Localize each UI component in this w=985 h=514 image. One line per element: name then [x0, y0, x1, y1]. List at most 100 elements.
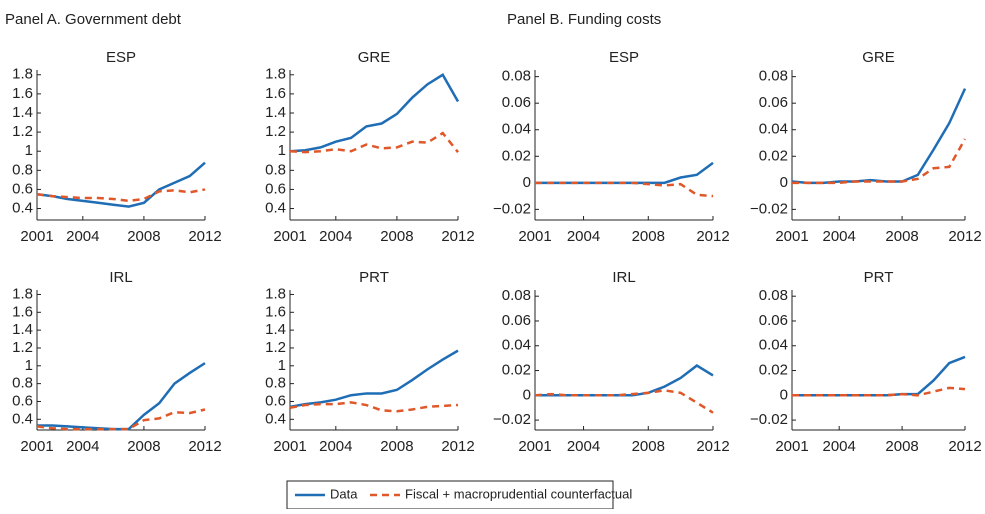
y-tick-label: 1 — [25, 357, 33, 374]
x-tick-label: 2008 — [632, 438, 665, 455]
y-tick-label: −0.02 — [750, 200, 788, 217]
series-line — [792, 138, 967, 185]
y-tick-label: 1.4 — [12, 104, 33, 121]
y-tick-label: 1.4 — [12, 321, 33, 338]
y-tick-label: 0 — [780, 174, 788, 191]
y-tick-label: 0.4 — [265, 200, 286, 217]
x-tick-label: 2012 — [441, 438, 474, 455]
y-tick-label: 1.2 — [12, 339, 33, 356]
y-tick-label: 0.02 — [759, 147, 788, 164]
chart-title: PRT — [864, 269, 894, 286]
x-tick-label: 2004 — [567, 228, 600, 245]
y-tick-label: 0.08 — [759, 287, 788, 304]
x-tick-label: 2012 — [696, 438, 729, 455]
x-tick-label: 2008 — [380, 228, 413, 245]
y-tick-label: 0.02 — [502, 361, 531, 378]
x-tick-label: 2008 — [885, 438, 918, 455]
x-tick-label: 2001 — [273, 228, 306, 245]
y-tick-label: 0.6 — [265, 392, 286, 409]
y-tick-label: 1.8 — [12, 285, 33, 302]
y-tick-label: 1.8 — [265, 285, 286, 302]
y-tick-label: 1.4 — [265, 321, 286, 338]
y-tick-label: 1.6 — [12, 303, 33, 320]
legend-label: Fiscal + macroprudential counterfactual — [405, 486, 632, 501]
series-line — [36, 408, 206, 431]
chart-title: GRE — [358, 49, 391, 66]
x-tick-label: 2012 — [188, 438, 221, 455]
y-tick-label: 1.6 — [265, 303, 286, 320]
y-tick-label: −0.02 — [750, 411, 788, 428]
y-tick-label: 1.2 — [265, 339, 286, 356]
x-tick-label: 2001 — [20, 228, 53, 245]
y-tick-label: 1.4 — [265, 104, 286, 121]
chart-title: ESP — [106, 49, 136, 66]
y-tick-label: 0.4 — [12, 200, 33, 217]
x-tick-label: 2012 — [948, 228, 981, 245]
x-tick-label: 2012 — [441, 228, 474, 245]
x-tick-label: 2004 — [319, 228, 352, 245]
series-line — [36, 188, 206, 203]
series-line — [535, 181, 714, 198]
y-tick-label: 1.8 — [265, 66, 286, 83]
y-tick-label: 0.08 — [759, 68, 788, 85]
y-tick-label: 0.06 — [759, 312, 788, 329]
x-tick-label: 2001 — [518, 228, 551, 245]
panel-title: Panel B. Funding costs — [507, 11, 661, 28]
y-tick-label: 0.6 — [265, 180, 286, 197]
series-line — [289, 73, 460, 153]
x-tick-label: 2001 — [273, 438, 306, 455]
x-tick-label: 2012 — [188, 228, 221, 245]
y-tick-label: 0.4 — [12, 410, 33, 427]
chart-title: GRE — [862, 49, 895, 66]
y-tick-label: 1.6 — [265, 85, 286, 102]
x-tick-label: 2008 — [885, 228, 918, 245]
y-tick-label: 0.8 — [265, 375, 286, 392]
y-tick-label: 1.8 — [12, 66, 33, 83]
x-tick-label: 2001 — [775, 228, 808, 245]
x-tick-label: 2001 — [20, 438, 53, 455]
series-line — [36, 161, 206, 208]
y-tick-label: 0.6 — [12, 392, 33, 409]
y-tick-label: 0.04 — [502, 337, 531, 354]
y-tick-label: 0.04 — [759, 337, 788, 354]
y-tick-label: 0.08 — [502, 68, 531, 85]
x-tick-label: 2008 — [127, 228, 160, 245]
y-tick-label: 0.02 — [759, 361, 788, 378]
x-tick-label: 2001 — [518, 438, 551, 455]
y-tick-label: 0.04 — [502, 121, 531, 138]
y-tick-label: 1 — [278, 142, 286, 159]
y-tick-label: 0.08 — [502, 287, 531, 304]
series-line — [289, 131, 459, 154]
y-tick-label: 1 — [278, 357, 286, 374]
chart-title: PRT — [359, 269, 389, 286]
y-tick-label: 0.04 — [759, 121, 788, 138]
y-tick-label: 0 — [780, 386, 788, 403]
x-tick-label: 2004 — [66, 228, 99, 245]
x-tick-label: 2004 — [822, 438, 855, 455]
y-tick-label: 0.06 — [759, 94, 788, 111]
x-tick-label: 2012 — [696, 228, 729, 245]
y-tick-label: 1.2 — [265, 123, 286, 140]
x-tick-label: 2008 — [632, 228, 665, 245]
chart-title: IRL — [109, 269, 132, 286]
y-tick-label: 0.8 — [265, 161, 286, 178]
y-tick-label: −0.02 — [493, 200, 531, 217]
y-tick-label: 0.4 — [265, 410, 286, 427]
chart-title: ESP — [609, 49, 639, 66]
x-tick-label: 2012 — [948, 438, 981, 455]
y-tick-label: 0 — [523, 174, 531, 191]
y-tick-label: 1.2 — [12, 123, 33, 140]
x-tick-label: 2004 — [319, 438, 352, 455]
y-tick-label: 1.6 — [12, 85, 33, 102]
series-line — [535, 364, 714, 397]
series-line — [289, 401, 459, 413]
x-tick-label: 2004 — [822, 228, 855, 245]
y-tick-label: 1 — [25, 142, 33, 159]
x-tick-label: 2001 — [775, 438, 808, 455]
y-tick-label: 0.02 — [502, 147, 531, 164]
y-tick-label: 0.8 — [12, 375, 33, 392]
y-tick-label: 0.6 — [12, 180, 33, 197]
series-line — [792, 386, 966, 397]
series-line — [535, 161, 714, 185]
